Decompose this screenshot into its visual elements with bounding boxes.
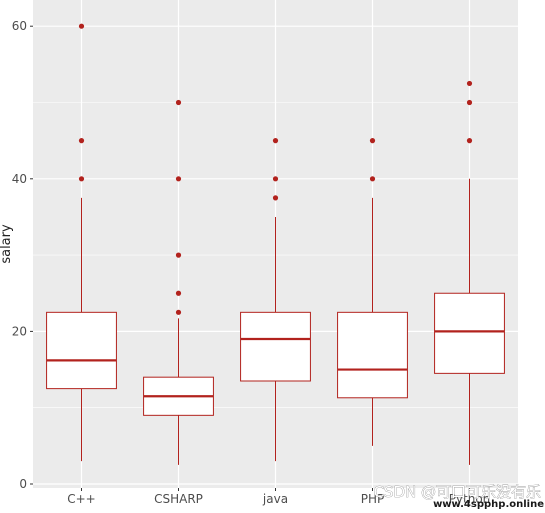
outlier-point	[466, 99, 473, 106]
outlier-point	[175, 176, 182, 182]
outlier-point	[175, 309, 182, 315]
outlier-point	[175, 290, 182, 296]
outlier-point	[78, 138, 85, 144]
axes: 0 20 40 60 C++ CSHARP java PHP Python	[12, 19, 491, 506]
outlier-point	[369, 176, 376, 182]
box-python	[434, 80, 505, 465]
box-csharp	[143, 99, 214, 465]
outlier-point	[175, 99, 182, 106]
outlier-point	[466, 138, 473, 144]
x-tick-label: C++	[67, 492, 96, 506]
y-tick-label: 0	[19, 477, 27, 491]
box-rect	[434, 292, 505, 374]
outlier-point	[78, 23, 85, 29]
outlier-point	[369, 138, 376, 144]
box-rect	[337, 311, 408, 399]
outlier-point	[466, 80, 473, 87]
y-tick-label: 20	[12, 324, 27, 338]
watermark-text: CSDN @可口可乐没有乐	[373, 483, 541, 501]
outlier-point	[175, 252, 182, 258]
box-rect	[240, 311, 311, 382]
y-axis-title: salary	[0, 224, 14, 264]
x-tick-label: Python	[449, 492, 491, 506]
outlier-point	[272, 195, 279, 201]
y-tick-label: 60	[12, 19, 27, 33]
y-tick-label: 40	[12, 172, 27, 186]
box-rect	[46, 311, 117, 390]
x-tick-label: CSHARP	[154, 492, 203, 506]
outlier-point	[272, 176, 279, 182]
box-php	[337, 138, 408, 446]
boxes	[46, 23, 505, 465]
outlier-point	[78, 176, 85, 182]
box-c	[46, 23, 117, 462]
x-tick-label: java	[262, 492, 288, 506]
box-java	[240, 138, 311, 462]
watermark-url: www.4spphp.online	[433, 499, 544, 509]
outlier-point	[272, 138, 279, 144]
x-tick-label: PHP	[361, 492, 385, 506]
